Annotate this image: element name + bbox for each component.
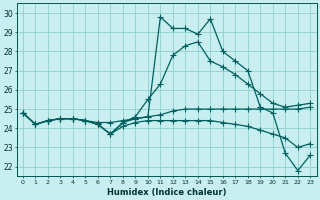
X-axis label: Humidex (Indice chaleur): Humidex (Indice chaleur)	[107, 188, 226, 197]
